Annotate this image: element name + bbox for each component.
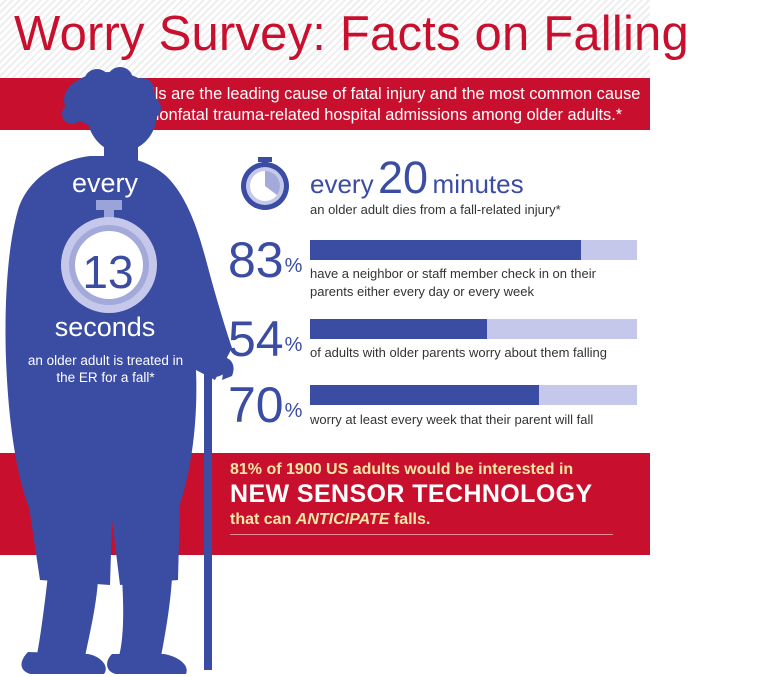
stat-unit: % [284, 334, 303, 356]
minutes-stat-heading: every 20 minutes [310, 152, 524, 204]
minutes-caption: an older adult dies from a fall-related … [310, 202, 561, 217]
banner-line-3-pre: that can [230, 511, 292, 528]
stat-percent: 70% [228, 380, 302, 430]
stat-value: 54 [228, 311, 284, 367]
stat-bar [310, 319, 637, 339]
stat-text: have a neighbor or staff member check in… [310, 266, 596, 299]
stat-unit: % [284, 255, 303, 277]
stat-bar-fill [310, 319, 487, 339]
stat-value: 83 [228, 232, 284, 288]
stat-bar-fill [310, 240, 582, 260]
stat-value: 70 [228, 377, 284, 433]
banner-line-3-post: falls. [393, 511, 431, 528]
banner-headline: NEW SENSOR TECHNOLOGY [230, 480, 593, 508]
stat-text: worry at least every week that their par… [310, 412, 594, 427]
minutes-unit: minutes [432, 169, 524, 199]
banner-line-1: 81% of 1900 US adults would be intereste… [230, 461, 574, 478]
stat-bar-fill [310, 385, 539, 405]
stat-percent: 54% [228, 314, 302, 364]
minutes-prefix: every [310, 169, 374, 199]
stat-bar [310, 385, 637, 405]
stat-percent: 83% [228, 235, 302, 285]
stopwatch-icon [241, 157, 289, 210]
figure-seconds-label: seconds [54, 312, 156, 342]
page-title: Worry Survey: Facts on Falling [14, 7, 689, 61]
header-stripes [0, 0, 650, 78]
stat-bar [310, 240, 637, 260]
minutes-number: 20 [378, 152, 429, 203]
stat-unit: % [284, 400, 303, 422]
banner-line-3-emphasis: ANTICIPATE [295, 511, 390, 528]
banner-divider [230, 534, 613, 535]
elderly-person-with-cane-silhouette [5, 67, 289, 674]
stat-text: of adults with older parents worry about… [310, 345, 607, 360]
figure-caption: an older adult is treated in the ER for … [27, 353, 184, 385]
banner-line-3: that can ANTICIPATE falls. [230, 511, 430, 529]
figure-number: 13 [82, 246, 134, 298]
intro-text: Falls are the leading cause of fatal inj… [132, 85, 641, 124]
figure-every-label: every [71, 168, 139, 198]
